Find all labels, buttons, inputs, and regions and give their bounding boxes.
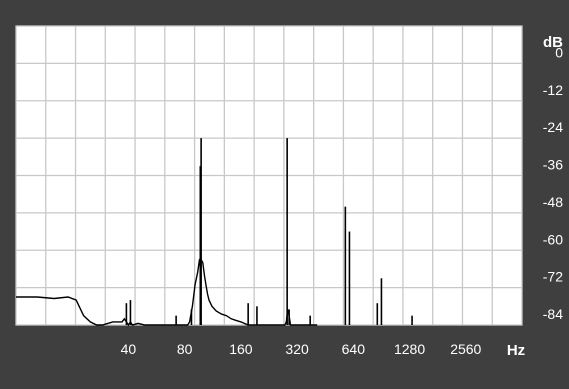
grid — [15, 25, 523, 326]
x-tick-label: 160 — [229, 341, 253, 357]
y-tick-label: 0 — [555, 44, 563, 60]
y-tick-label: -84 — [543, 306, 563, 322]
spectral-peaks — [125, 138, 413, 325]
x-tick-label: 320 — [285, 341, 309, 357]
x-tick-label: 80 — [177, 341, 193, 357]
y-tick-label: -36 — [543, 157, 563, 173]
y-tick-label: -60 — [543, 231, 563, 247]
y-axis-ticks: 0 -12 -24 -36 -48 -60 -72 -84 — [543, 44, 563, 322]
x-tick-label: 40 — [121, 341, 137, 357]
y-tick-label: -72 — [543, 269, 563, 285]
x-axis-unit-label: Hz — [507, 342, 525, 359]
y-tick-label: -24 — [543, 119, 563, 135]
y-tick-label: -12 — [543, 82, 563, 98]
x-tick-label: 2560 — [450, 341, 481, 357]
x-axis-ticks: 40 80 160 320 640 1280 2560 — [121, 341, 482, 357]
y-axis-unit-label: dB — [543, 34, 563, 51]
x-tick-label: 1280 — [394, 341, 425, 357]
x-tick-label: 640 — [342, 341, 366, 357]
y-tick-label: -48 — [543, 194, 563, 210]
